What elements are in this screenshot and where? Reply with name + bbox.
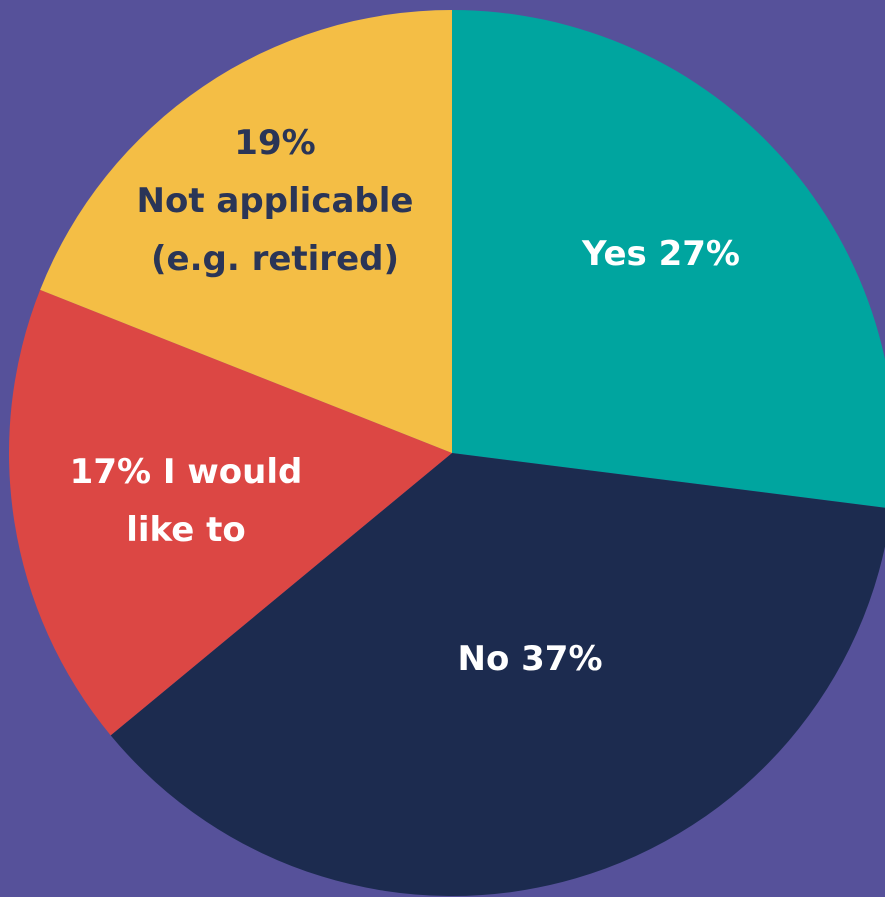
pie-slice-yes [452,10,885,508]
slice-label-line: No 37% [457,639,602,679]
slice-label-line: like to [126,510,246,550]
slice-label-no: No 37% [457,639,602,679]
pie-slice-i-would-like-to [8,289,453,736]
slice-label-not-applicable-e-g-retired: 19% Not applicable (e.g. retired) [137,123,414,279]
pie-slice-no [110,453,885,896]
slice-label-line: 17% I would [70,452,303,492]
slice-label-line: Yes 27% [581,234,740,274]
slice-label-line: 19% [234,123,315,163]
slice-label-line: Not applicable [137,181,414,221]
slice-label-line: (e.g. retired) [151,239,399,279]
pie-slice-not-applicable-e-g-retired [40,10,453,453]
slice-label-yes: Yes 27% [581,234,740,274]
pie-slices [8,10,885,896]
slice-labels: Yes 27% No 37% 17% I would like to 19% Not ap… [70,123,740,679]
slice-label-i-would-like-to: 17% I would like to [70,452,303,550]
